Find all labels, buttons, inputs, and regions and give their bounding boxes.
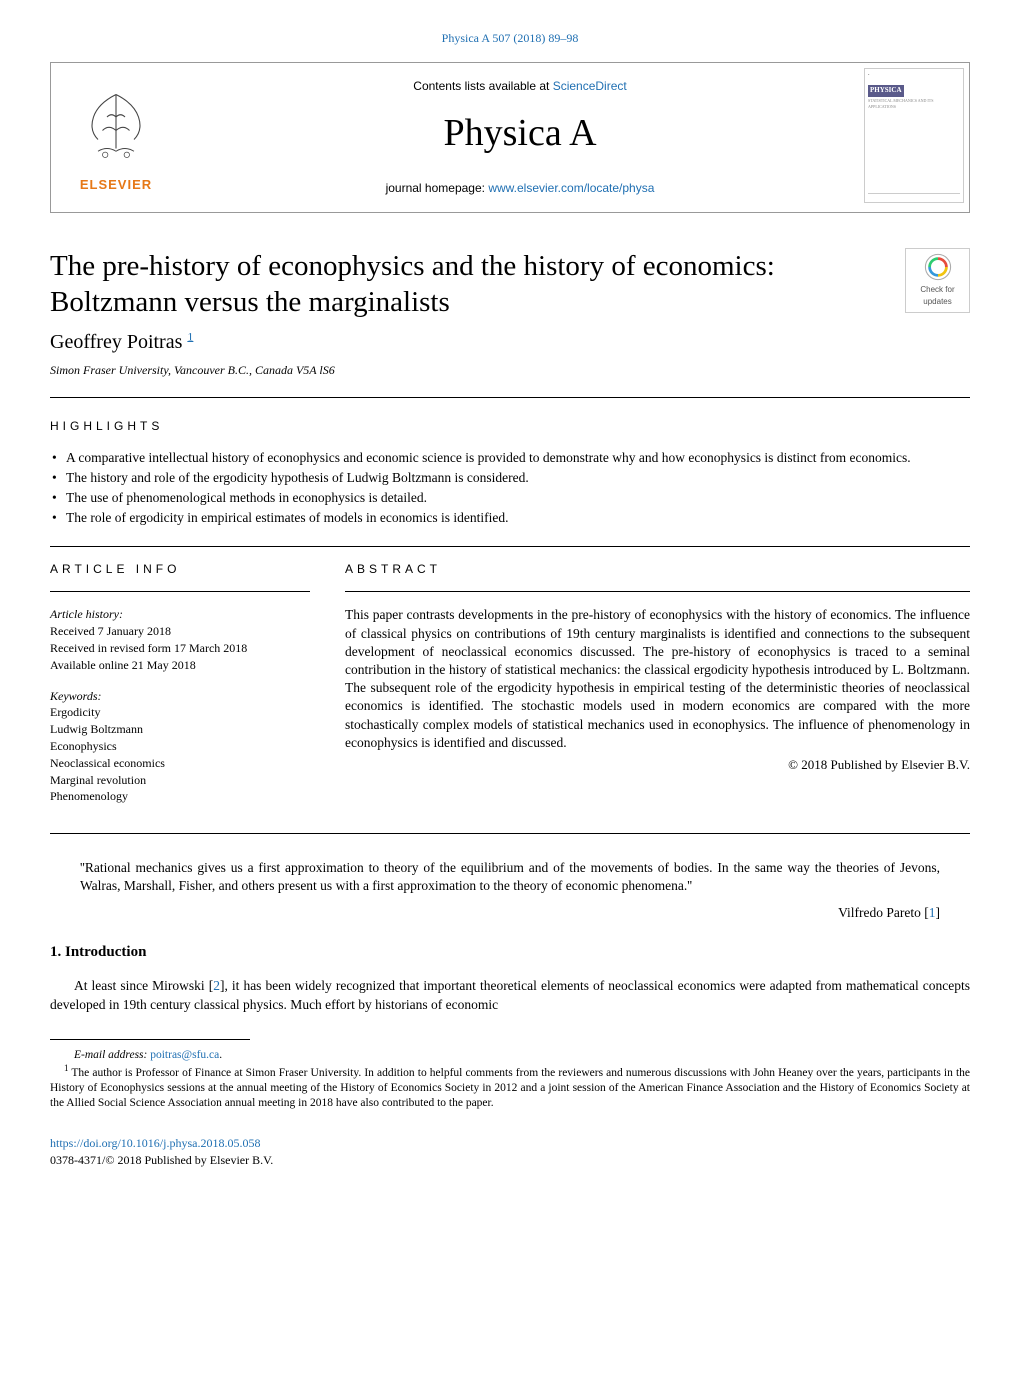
citation-line: Physica A 507 (2018) 89–98 — [50, 30, 970, 47]
history-item: Received 7 January 2018 — [50, 623, 310, 640]
abstract-heading: abstract — [345, 561, 970, 578]
check-updates-text1: Check for — [920, 284, 954, 295]
info-abstract-row: article info Article history: Received 7… — [50, 547, 970, 820]
body-paragraph: At least since Mirowski [2], it has been… — [50, 977, 970, 1013]
authors: Geoffrey Poitras 1 — [50, 328, 970, 356]
highlight-item: The use of phenomenological methods in e… — [50, 489, 970, 507]
keyword: Ergodicity — [50, 704, 310, 721]
article-info-heading: article info — [50, 561, 310, 578]
divider — [50, 833, 970, 834]
article-info-column: article info Article history: Received 7… — [50, 547, 310, 820]
history-item: Available online 21 May 2018 — [50, 657, 310, 674]
email-label: E-mail address: — [74, 1049, 150, 1061]
check-updates-icon — [924, 253, 952, 281]
highlight-item: The role of ergodicity in empirical esti… — [50, 509, 970, 527]
check-updates-badge[interactable]: Check for updates — [905, 248, 970, 313]
cover-thumbnail: • PHYSICA STATISTICAL MECHANICS AND ITS … — [864, 68, 964, 203]
affiliation: Simon Fraser University, Vancouver B.C.,… — [50, 362, 970, 379]
keyword: Ludwig Boltzmann — [50, 721, 310, 738]
article-title: The pre-history of econophysics and the … — [50, 248, 905, 321]
text-fragment: At least since Mirowski [ — [74, 978, 213, 993]
article-history: Article history: Received 7 January 2018… — [50, 606, 310, 673]
doi-link[interactable]: https://doi.org/10.1016/j.physa.2018.05.… — [50, 1136, 260, 1150]
journal-title: Physica A — [196, 107, 844, 160]
divider — [50, 397, 970, 398]
cover-label: PHYSICA — [868, 85, 904, 97]
cover-subtitle: STATISTICAL MECHANICS AND ITS APPLICATIO… — [868, 98, 960, 109]
ref-link[interactable]: 1 — [929, 905, 936, 920]
abstract-column: abstract This paper contrasts developmen… — [345, 547, 970, 820]
divider — [345, 591, 970, 592]
keywords-block: Keywords: Ergodicity Ludwig Boltzmann Ec… — [50, 688, 310, 806]
page-footer: https://doi.org/10.1016/j.physa.2018.05.… — [50, 1135, 970, 1169]
highlight-item: The history and role of the ergodicity h… — [50, 469, 970, 487]
history-title: Article history: — [50, 606, 310, 623]
section-heading-intro: 1. Introduction — [50, 942, 970, 963]
contents-line: Contents lists available at ScienceDirec… — [196, 78, 844, 95]
attrib-text: Vilfredo Pareto [ — [838, 905, 929, 920]
check-updates-text2: updates — [923, 296, 951, 307]
author-name: Geoffrey Poitras — [50, 331, 182, 353]
abstract-text: This paper contrasts developments in the… — [345, 606, 970, 752]
elsevier-tree-icon — [71, 81, 161, 171]
footnote-email: E-mail address: poitras@sfu.ca. — [50, 1048, 970, 1063]
highlight-item: A comparative intellectual history of ec… — [50, 449, 970, 467]
sciencedirect-link[interactable]: ScienceDirect — [553, 79, 627, 93]
homepage-line: journal homepage: www.elsevier.com/locat… — [196, 180, 844, 197]
author-note-ref[interactable]: 1 — [187, 329, 193, 343]
issn-copyright: 0378-4371/© 2018 Published by Elsevier B… — [50, 1152, 970, 1169]
publisher-logo: ELSEVIER — [51, 63, 181, 212]
footnote-text: The author is Professor of Finance at Si… — [50, 1067, 970, 1109]
keyword: Econophysics — [50, 738, 310, 755]
keyword: Neoclassical economics — [50, 755, 310, 772]
keyword: Marginal revolution — [50, 772, 310, 789]
journal-header: ELSEVIER Contents lists available at Sci… — [50, 62, 970, 213]
history-item: Received in revised form 17 March 2018 — [50, 640, 310, 657]
epigraph-quote: ''Rational mechanics gives us a first ap… — [80, 859, 940, 895]
highlights-heading: highlights — [50, 418, 970, 435]
journal-cover: • PHYSICA STATISTICAL MECHANICS AND ITS … — [859, 63, 969, 212]
period: . — [219, 1049, 222, 1061]
ref-link[interactable]: 2 — [213, 978, 220, 993]
divider — [50, 591, 310, 592]
footnote-1: 1 The author is Professor of Finance at … — [50, 1063, 970, 1111]
homepage-link[interactable]: www.elsevier.com/locate/physa — [488, 181, 654, 195]
contents-prefix: Contents lists available at — [413, 79, 552, 93]
attrib-close: ] — [936, 905, 941, 920]
email-link[interactable]: poitras@sfu.ca — [150, 1049, 219, 1061]
citation-link[interactable]: Physica A 507 (2018) 89–98 — [442, 31, 579, 45]
footnote-separator — [50, 1039, 250, 1040]
title-row: The pre-history of econophysics and the … — [50, 248, 970, 321]
keywords-title: Keywords: — [50, 688, 310, 705]
keyword: Phenomenology — [50, 788, 310, 805]
abstract-copyright: © 2018 Published by Elsevier B.V. — [345, 756, 970, 774]
epigraph-attribution: Vilfredo Pareto [1] — [80, 904, 940, 923]
homepage-prefix: journal homepage: — [386, 181, 489, 195]
header-center: Contents lists available at ScienceDirec… — [181, 63, 859, 212]
highlights-list: A comparative intellectual history of ec… — [50, 449, 970, 528]
publisher-name: ELSEVIER — [80, 176, 152, 194]
